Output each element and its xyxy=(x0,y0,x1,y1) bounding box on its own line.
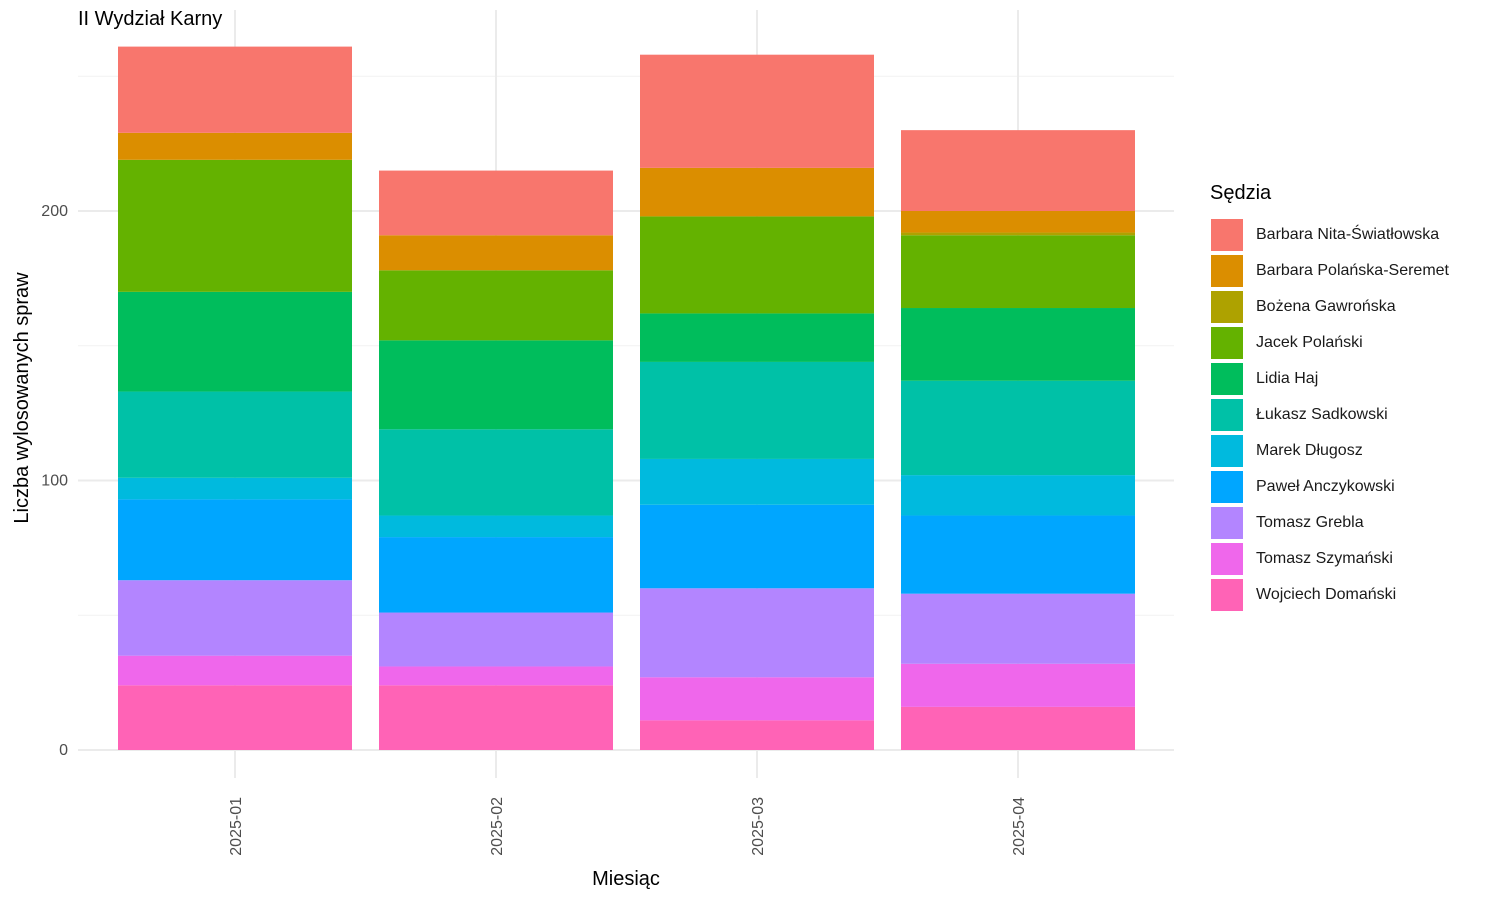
legend-swatch xyxy=(1210,362,1244,396)
bar-segment xyxy=(901,515,1135,594)
bar-segment xyxy=(379,612,613,667)
bar-segment xyxy=(640,361,874,459)
legend-item: Tomasz Grebla xyxy=(1210,505,1449,541)
legend-item: Łukasz Sadkowski xyxy=(1210,397,1449,433)
bar-segment xyxy=(640,54,874,168)
axes: 0 100 200 2025-01 2025-02 2025-03 2025-04 xyxy=(41,203,1028,856)
legend-label: Wojciech Domański xyxy=(1256,586,1397,603)
legend-item: Barbara Nita-Światłowska xyxy=(1210,217,1449,253)
legend-swatch xyxy=(1210,398,1244,432)
legend-label: Paweł Anczykowski xyxy=(1256,478,1395,495)
x-tick-label: 2025-02 xyxy=(489,797,506,856)
bar-segment xyxy=(901,235,1135,309)
bar-segment xyxy=(640,720,874,750)
bar-segment xyxy=(640,677,874,721)
legend-label: Barbara Polańska-Seremet xyxy=(1256,262,1449,279)
legend-swatch xyxy=(1210,254,1244,288)
legend-items: Barbara Nita-Światłowska Barbara Polańska… xyxy=(1210,217,1449,613)
x-axis-label: Miesiąc xyxy=(592,868,660,890)
legend-swatch xyxy=(1210,506,1244,540)
bar-segment xyxy=(640,167,874,217)
bar-segment xyxy=(379,235,613,271)
legend-label: Barbara Nita-Światłowska xyxy=(1256,226,1440,243)
bars xyxy=(118,46,1135,750)
bar-segment xyxy=(118,477,352,500)
legend-swatch xyxy=(1210,434,1244,468)
bar-segment xyxy=(118,580,352,656)
y-tick-label: 0 xyxy=(59,742,68,759)
bar-segment xyxy=(901,211,1135,233)
bar-segment xyxy=(640,588,874,678)
bar-segment xyxy=(901,663,1135,707)
bar-segment xyxy=(118,685,352,750)
legend-label: Tomasz Grebla xyxy=(1256,514,1364,531)
bar-segment xyxy=(379,685,613,750)
bar-segment xyxy=(118,499,352,581)
legend-swatch xyxy=(1210,326,1244,360)
bar-segment xyxy=(379,429,613,516)
legend-item: Paweł Anczykowski xyxy=(1210,469,1449,505)
bar-segment xyxy=(640,458,874,505)
bar-segment xyxy=(379,170,613,236)
legend-label: Łukasz Sadkowski xyxy=(1256,406,1388,423)
bar-segment xyxy=(379,270,613,341)
legend-label: Jacek Polański xyxy=(1256,334,1363,351)
bar-segment xyxy=(379,537,613,613)
bar-segment xyxy=(901,475,1135,516)
bar-segment xyxy=(640,504,874,589)
legend-item: Wojciech Domański xyxy=(1210,577,1449,613)
legend-item: Marek Długosz xyxy=(1210,433,1449,469)
legend-swatch xyxy=(1210,470,1244,504)
legend-swatch xyxy=(1210,578,1244,612)
legend-label: Lidia Haj xyxy=(1256,370,1319,387)
legend-item: Bożena Gawrońska xyxy=(1210,289,1449,325)
legend-item: Jacek Polański xyxy=(1210,325,1449,361)
bar-segment xyxy=(118,159,352,292)
bar-segment xyxy=(379,340,613,430)
bar-segment xyxy=(901,308,1135,381)
bar-segment xyxy=(901,706,1135,750)
legend-item: Barbara Polańska-Seremet xyxy=(1210,253,1449,289)
x-tick-label: 2025-01 xyxy=(228,797,245,856)
bar-segment xyxy=(379,515,613,538)
legend-label: Tomasz Szymański xyxy=(1256,550,1393,567)
bar-segment xyxy=(379,666,613,686)
bar-segment xyxy=(640,313,874,362)
bar-segment xyxy=(118,391,352,478)
y-tick-label: 100 xyxy=(41,473,68,490)
bar-segment xyxy=(901,130,1135,211)
bar-segment xyxy=(901,593,1135,664)
y-tick-label: 200 xyxy=(41,203,68,220)
chart-title: II Wydział Karny xyxy=(78,8,223,30)
x-tick-label: 2025-04 xyxy=(1011,797,1028,856)
bar-segment xyxy=(901,232,1135,236)
legend-swatch xyxy=(1210,542,1244,576)
bar-segment xyxy=(118,655,352,686)
bar-segment xyxy=(118,291,352,392)
x-tick-label: 2025-03 xyxy=(750,797,767,856)
bar-segment xyxy=(118,46,352,133)
legend-label: Bożena Gawrońska xyxy=(1256,298,1396,315)
bar-segment xyxy=(118,132,352,160)
bar-segment xyxy=(901,380,1135,476)
legend-item: Lidia Haj xyxy=(1210,361,1449,397)
legend: Sędzia Barbara Nita-Światłowska Barbara P… xyxy=(1210,182,1449,613)
legend-title: Sędzia xyxy=(1210,182,1272,204)
legend-swatch xyxy=(1210,290,1244,324)
legend-swatch xyxy=(1210,218,1244,252)
bar-segment xyxy=(640,216,874,314)
legend-label: Marek Długosz xyxy=(1256,442,1363,459)
legend-item: Tomasz Szymański xyxy=(1210,541,1449,577)
y-axis-label: Liczba wylosowanych spraw xyxy=(11,272,33,524)
